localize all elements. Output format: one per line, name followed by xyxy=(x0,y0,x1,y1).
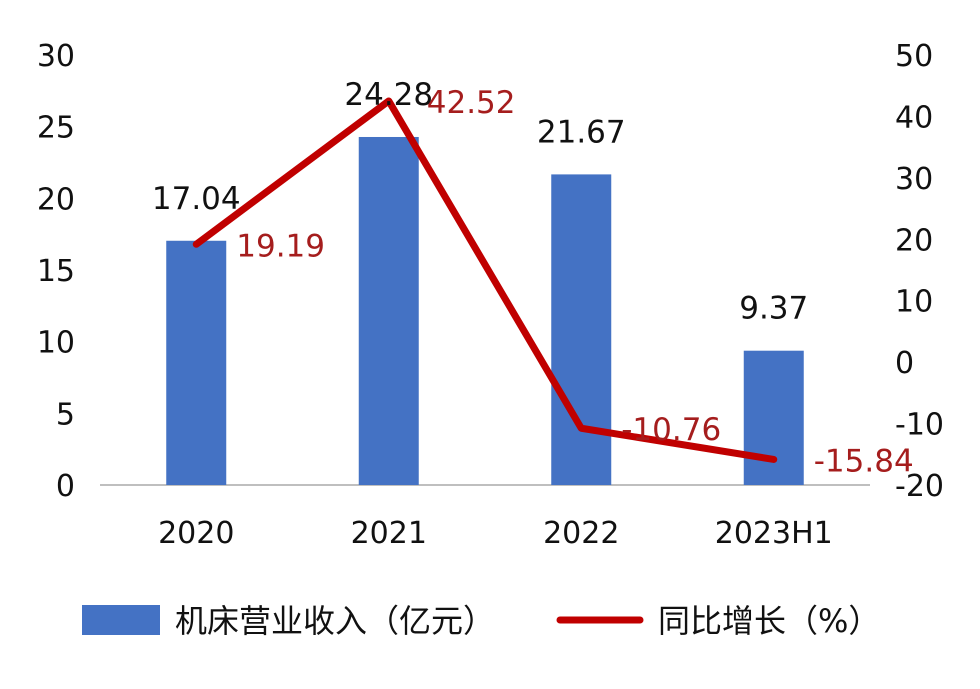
left-tick-label: 30 xyxy=(37,39,75,74)
right-tick-label: -20 xyxy=(895,469,944,504)
right-axis: 50 40 30 20 10 0 -10 -20 xyxy=(895,39,944,504)
line-data-label: -15.84 xyxy=(814,443,914,479)
left-tick-label: 25 xyxy=(37,111,75,146)
bar xyxy=(551,174,612,485)
bar xyxy=(358,136,419,485)
legend-line-label: 同比增长（%） xyxy=(658,602,880,640)
legend-bar-swatch xyxy=(82,605,160,635)
left-tick-label: 5 xyxy=(56,397,75,432)
legend-bar-label: 机床营业收入（亿元） xyxy=(175,602,495,640)
bar-data-label: 24.28 xyxy=(344,77,433,113)
bar xyxy=(743,350,804,485)
bar xyxy=(166,240,227,485)
right-tick-label: 50 xyxy=(895,39,933,74)
line-data-label: 42.52 xyxy=(427,85,516,121)
bar-data-label: 21.67 xyxy=(537,114,626,150)
line-data-label: 19.19 xyxy=(236,228,325,264)
x-category-label: 2021 xyxy=(351,516,427,551)
right-tick-label: 30 xyxy=(895,162,933,197)
left-tick-label: 15 xyxy=(37,254,75,289)
bar-data-label: 9.37 xyxy=(739,291,808,327)
legend: 机床营业收入（亿元） 同比增长（%） xyxy=(82,602,880,640)
line-point xyxy=(385,97,392,104)
x-axis-categories: 2020 2021 2022 2023H1 xyxy=(158,516,833,551)
growth-line xyxy=(192,97,778,463)
right-tick-label: -10 xyxy=(895,408,944,443)
left-tick-label: 10 xyxy=(37,326,75,361)
right-tick-label: 0 xyxy=(895,346,914,381)
left-tick-label: 0 xyxy=(56,469,75,504)
line-data-label: -10.76 xyxy=(621,412,721,448)
line-point xyxy=(770,456,777,463)
line-data-labels: 19.19 42.52 -10.76 -15.84 xyxy=(236,85,913,479)
line-point xyxy=(193,241,200,248)
left-tick-label: 20 xyxy=(37,182,75,217)
left-axis: 30 25 20 15 10 5 0 xyxy=(37,39,75,504)
right-tick-label: 10 xyxy=(895,285,933,320)
line-point xyxy=(578,425,585,432)
right-tick-label: 40 xyxy=(895,100,933,135)
x-category-label: 2020 xyxy=(158,516,234,551)
bar-data-label: 17.04 xyxy=(152,181,241,217)
x-category-label: 2023H1 xyxy=(715,516,833,551)
line-series xyxy=(192,97,778,463)
right-tick-label: 20 xyxy=(895,223,933,258)
x-category-label: 2022 xyxy=(543,516,619,551)
bar-data-labels: 17.04 24.28 21.67 9.37 xyxy=(152,77,808,327)
